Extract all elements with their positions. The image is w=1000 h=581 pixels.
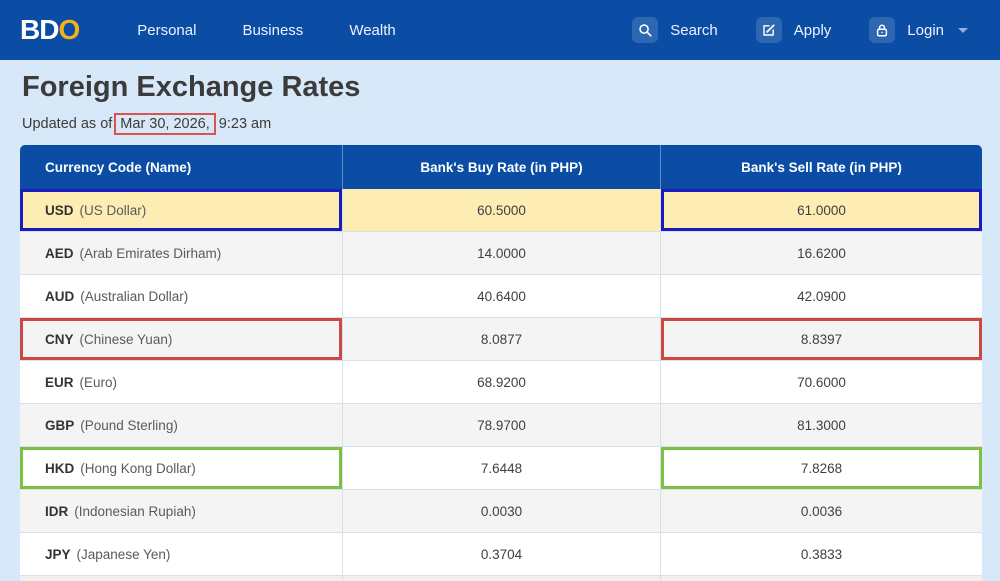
nav-links: Personal Business Wealth: [137, 22, 396, 39]
currency-name: (Indonesian Rupiah): [74, 503, 196, 519]
sell-rate-cell: 8.8397: [660, 318, 982, 360]
currency-cell: GBP (Pound Sterling): [20, 404, 342, 446]
updated-prefix: Updated as of: [22, 116, 113, 132]
nav-link-wealth[interactable]: Wealth: [349, 21, 396, 39]
currency-code: IDR: [45, 503, 69, 519]
header-sell-rate: Bank's Sell Rate (in PHP): [660, 145, 982, 189]
table-row: USD (US Dollar) 60.5000 61.0000: [20, 189, 982, 232]
currency-name: (Pound Sterling): [80, 417, 178, 433]
buy-rate-cell: 60.5000: [342, 189, 660, 231]
bdo-logo[interactable]: BDO: [20, 14, 80, 46]
header-currency: Currency Code (Name): [45, 159, 192, 175]
buy-rate-cell: 0.0030: [342, 490, 660, 532]
buy-rate-cell: 78.9700: [342, 404, 660, 446]
currency-cell: AED (Arab Emirates Dirham): [20, 232, 342, 274]
table-row: HKD (Hong Kong Dollar) 7.6448 7.8268: [20, 447, 982, 490]
table-row: IDR (Indonesian Rupiah) 0.0030 0.0036: [20, 490, 982, 533]
logo-text-o: O: [58, 14, 80, 45]
currency-name: (Euro): [79, 374, 118, 390]
page-head: Foreign Exchange Rates Updated as of Mar…: [0, 60, 1000, 135]
buy-rate-cell: 0.3704: [342, 533, 660, 575]
buy-rate-cell: 40.6400: [342, 275, 660, 317]
apply-label: Apply: [793, 21, 832, 39]
top-navbar: BDO Personal Business Wealth Search Appl…: [0, 0, 1000, 60]
currency-code: CNY: [45, 331, 74, 347]
table-body: USD (US Dollar) 60.5000 61.0000 AED (Arab Emi…: [20, 189, 982, 576]
currency-cell: IDR (Indonesian Rupiah): [20, 490, 342, 532]
nav-actions: Search Apply Login: [632, 17, 968, 43]
sell-rate-cell: 7.8268: [660, 447, 982, 489]
table-row: EUR (Euro) 68.9200 70.6000: [20, 361, 982, 404]
currency-cell: HKD (Hong Kong Dollar): [20, 447, 342, 489]
table-header-row: Currency Code (Name) Bank's Buy Rate (in…: [20, 145, 982, 189]
login-button[interactable]: Login: [869, 17, 968, 43]
search-icon: [632, 17, 659, 43]
table-row: CNY (Chinese Yuan) 8.0877 8.8397: [20, 318, 982, 361]
table-row: AUD (Australian Dollar) 40.6400 42.0900: [20, 275, 982, 318]
currency-name: (Arab Emirates Dirham): [79, 245, 222, 261]
buy-rate-cell: 8.0877: [342, 318, 660, 360]
logo-text-bd: BD: [20, 14, 59, 45]
sell-rate-cell: 16.6200: [660, 232, 982, 274]
search-label: Search: [670, 21, 718, 39]
fx-rates-table: Currency Code (Name) Bank's Buy Rate (in…: [20, 145, 982, 581]
sell-rate-cell: 0.0036: [660, 490, 982, 532]
currency-code: EUR: [45, 374, 74, 390]
currency-code: HKD: [45, 460, 75, 476]
buy-rate-cell: 7.6448: [342, 447, 660, 489]
buy-rate-cell: 68.9200: [342, 361, 660, 403]
updated-time: 9:23 am: [218, 116, 272, 132]
chevron-down-icon: [958, 27, 968, 33]
buy-rate-cell: 14.0000: [342, 232, 660, 274]
currency-cell: USD (US Dollar): [20, 189, 342, 231]
updated-line: Updated as of Mar 30, 2026, 9:23 am: [22, 113, 980, 135]
currency-code: AUD: [45, 288, 75, 304]
currency-name: (Chinese Yuan): [79, 331, 173, 347]
header-buy-rate: Bank's Buy Rate (in PHP): [342, 145, 660, 189]
sell-rate-cell: 42.0900: [660, 275, 982, 317]
apply-button[interactable]: Apply: [755, 17, 832, 43]
currency-code: USD: [45, 202, 74, 218]
sell-rate-cell: 0.3833: [660, 533, 982, 575]
updated-date-annotated: Mar 30, 2026,: [114, 113, 216, 135]
page-title: Foreign Exchange Rates: [22, 71, 361, 103]
currency-cell: JPY (Japanese Yen): [20, 533, 342, 575]
apply-icon: [755, 17, 782, 43]
currency-cell: EUR (Euro): [20, 361, 342, 403]
nav-link-personal[interactable]: Personal: [137, 21, 197, 39]
lock-icon: [869, 17, 896, 43]
table-row-partial: [20, 576, 982, 581]
table-row: GBP (Pound Sterling) 78.9700 81.3000: [20, 404, 982, 447]
sell-rate-cell: 81.3000: [660, 404, 982, 446]
nav-link-business[interactable]: Business: [242, 21, 304, 39]
currency-name: (US Dollar): [79, 202, 147, 218]
currency-code: AED: [45, 245, 74, 261]
currency-cell: CNY (Chinese Yuan): [20, 318, 342, 360]
login-label: Login: [907, 21, 944, 39]
currency-name: (Australian Dollar): [80, 288, 189, 304]
table-row: AED (Arab Emirates Dirham) 14.0000 16.6200: [20, 232, 982, 275]
currency-name: (Japanese Yen): [76, 546, 171, 562]
sell-rate-cell: 70.6000: [660, 361, 982, 403]
table-row: JPY (Japanese Yen) 0.3704 0.3833: [20, 533, 982, 576]
currency-name: (Hong Kong Dollar): [80, 460, 196, 476]
currency-cell: AUD (Australian Dollar): [20, 275, 342, 317]
sell-rate-cell: 61.0000: [660, 189, 982, 231]
search-button[interactable]: Search: [632, 17, 718, 43]
currency-code: JPY: [45, 546, 71, 562]
currency-code: GBP: [45, 417, 75, 433]
